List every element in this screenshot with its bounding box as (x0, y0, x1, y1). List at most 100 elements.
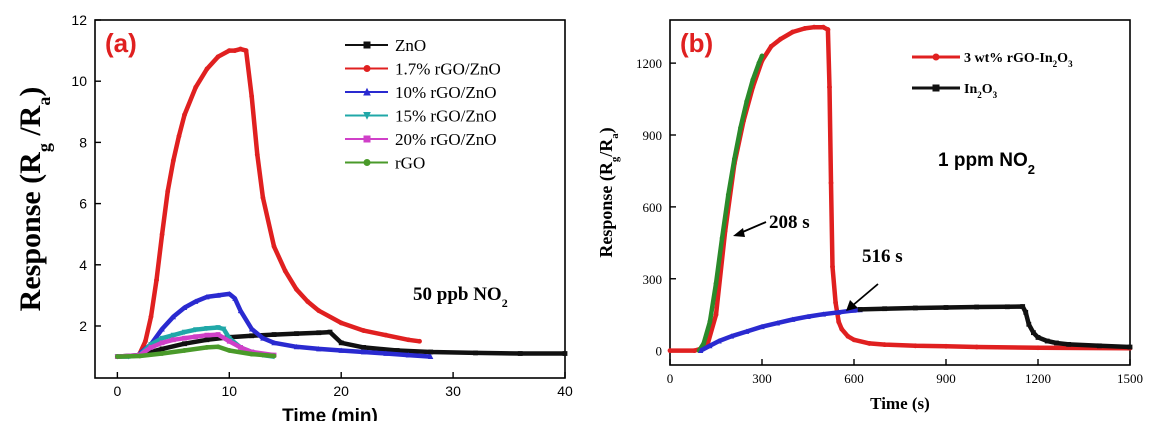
data-point (912, 305, 918, 311)
data-point (912, 343, 918, 349)
y-label-text: /R (596, 138, 616, 158)
series-line (697, 55, 765, 352)
y-tick-label: 900 (643, 128, 663, 143)
data-point (827, 84, 832, 90)
data-point (825, 27, 831, 32)
x-tick-label: 40 (557, 383, 573, 399)
data-point (1096, 343, 1102, 349)
data-point (165, 188, 171, 194)
data-point (778, 36, 783, 42)
data-point (473, 350, 478, 356)
panel-a-chart: 0 10 20 30 40 2 4 6 8 10 12 Time (min) Response (Rg … (14, 12, 573, 421)
data-point (182, 112, 187, 118)
legend-item: 10% rGO/ZnO (345, 83, 497, 102)
data-point (790, 29, 796, 35)
callout-label: 516 s (862, 246, 903, 267)
data-point (159, 335, 165, 342)
legend-marker (932, 84, 940, 92)
data-point (316, 346, 322, 352)
legend-item: rGO (345, 154, 425, 173)
data-point (839, 326, 845, 332)
series-1 (667, 24, 1133, 354)
data-point (260, 195, 266, 200)
annotation-text: 50 ppb NO (413, 284, 502, 305)
data-point (159, 231, 165, 237)
plot-frame (94, 19, 566, 379)
data-point (1031, 330, 1036, 336)
callout-arrow (851, 283, 879, 307)
data-point (148, 314, 154, 320)
data-point (361, 328, 366, 333)
data-point (719, 235, 725, 241)
data-point (271, 332, 277, 337)
x-tick-label: 10 (221, 383, 237, 399)
data-point (193, 84, 199, 90)
data-point (154, 277, 159, 283)
y-label-text: /R (14, 105, 47, 143)
plot-frame (669, 19, 1131, 366)
y-label-subscript: g (609, 156, 621, 162)
legend-text: 3 wt% rGO-In (964, 51, 1053, 66)
data-point (836, 319, 842, 325)
data-point (137, 353, 143, 359)
data-point (943, 343, 949, 349)
panel-label: (b) (680, 28, 713, 58)
data-point (294, 286, 299, 292)
x-tick-label: 0 (113, 383, 121, 399)
series-2 (137, 46, 422, 356)
data-point (828, 180, 834, 186)
data-point (428, 349, 434, 355)
legend-item: 20% rGO/ZnO (345, 130, 497, 149)
data-point (750, 77, 756, 83)
data-point (232, 295, 238, 301)
data-point (170, 332, 176, 339)
data-point (790, 316, 796, 322)
legend-a: ZnO 1.7% rGO/ZnO 10% rGO/ZnO 15% rGO/ZnO 20%… (345, 36, 501, 173)
data-point (114, 354, 120, 359)
legend-text: In (964, 82, 977, 97)
data-point (327, 329, 333, 335)
condition-annotation: 1 ppm NO2 (938, 150, 1035, 177)
data-point (226, 335, 232, 342)
legend-item: In2O3 (912, 82, 998, 100)
data-point (882, 306, 888, 312)
data-point (204, 345, 210, 350)
data-point (833, 300, 838, 306)
data-point (698, 347, 704, 354)
x-axis-label: Time (s) (870, 394, 930, 413)
y-tick-label: 600 (643, 200, 663, 215)
data-point (728, 333, 734, 339)
panel-b-chart: 0 300 600 900 1200 1500 0 300 600 900 1200 Time (s)… (596, 19, 1143, 413)
data-point (1004, 304, 1010, 310)
data-point (744, 328, 750, 334)
data-point (1127, 344, 1133, 350)
callout-arrowhead (733, 228, 745, 237)
data-point (738, 125, 743, 131)
data-point (692, 348, 697, 354)
data-point (974, 304, 980, 310)
data-point (713, 312, 719, 318)
data-point (1044, 338, 1050, 344)
legend-item: 15% rGO/ZnO (345, 107, 497, 126)
data-point (226, 48, 232, 53)
data-point (820, 311, 826, 317)
data-point (338, 320, 344, 326)
data-point (517, 351, 523, 356)
data-point (182, 335, 187, 341)
data-point (249, 351, 255, 357)
legend-marker (363, 112, 371, 120)
y-tick-label: 8 (79, 134, 87, 150)
data-point (238, 46, 243, 52)
data-point (725, 192, 731, 198)
data-point (405, 352, 411, 358)
x-tick-label: 900 (936, 371, 956, 386)
data-point (215, 332, 221, 337)
y-tick-label: 0 (656, 344, 663, 359)
series-line (670, 24, 1131, 353)
data-point (851, 307, 857, 313)
y-axis-label: Response (Rg /Ra) (14, 87, 54, 312)
legend-subscript: 2 (1053, 59, 1058, 69)
data-point (148, 341, 154, 348)
data-point (405, 337, 411, 343)
